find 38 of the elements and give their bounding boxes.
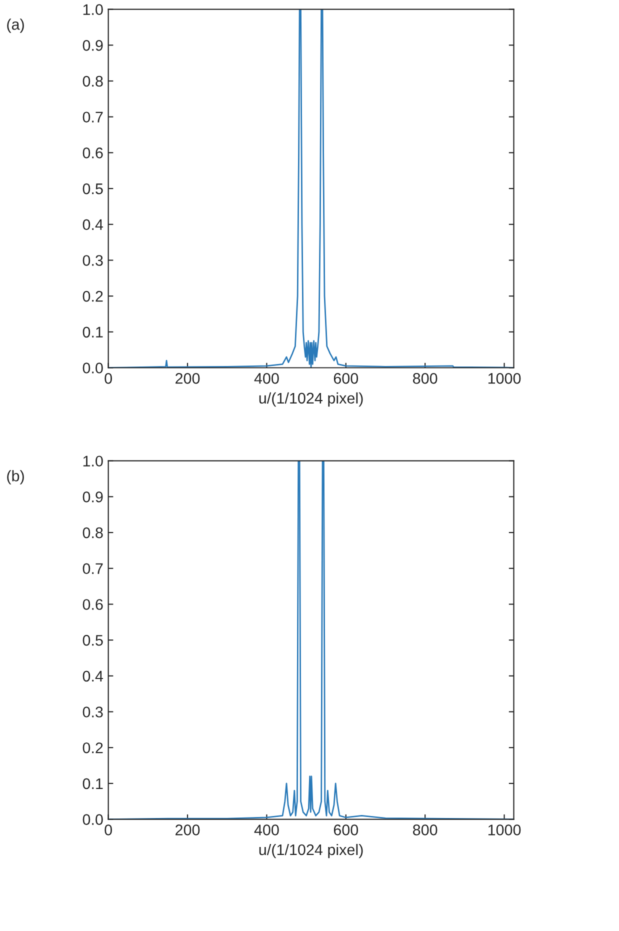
y-tick-label: 0.5	[82, 183, 103, 194]
y-tick-label: 0.0	[82, 814, 103, 825]
y-tick-label: 0.6	[82, 148, 103, 158]
y-tick-label: 0.7	[82, 112, 103, 123]
y-tick-label: 0.7	[82, 563, 103, 574]
y-tick-label: 0.3	[82, 255, 103, 266]
y-tick-label: 1.0	[83, 4, 103, 15]
y-tick-label: 0.0	[82, 362, 103, 374]
y-tick-label: 0.1	[82, 778, 103, 790]
y-tick-label: 0.9	[82, 40, 103, 51]
text: (a)	[7, 18, 24, 33]
y-tick-label: 0.4	[82, 670, 104, 682]
x-tick-label: 1000	[488, 824, 521, 836]
y-tick-label: 0.5	[82, 634, 103, 646]
y-tick-label: 0.4	[82, 219, 104, 230]
y-tick-label: 1.0	[83, 456, 103, 467]
y-tick-label: 0.8	[82, 527, 103, 538]
x-tick-label: 800	[413, 824, 438, 836]
x-tick-label: 200	[176, 824, 200, 836]
y-tick-label: 0.9	[82, 492, 103, 502]
x-tick-label: 0	[104, 824, 112, 836]
y-tick-label: 0.2	[82, 290, 103, 302]
y-tick-label: 0.3	[82, 706, 103, 718]
x-axis-title: u/(1/1024 pixel)	[259, 844, 363, 858]
x-tick-label: 400	[254, 373, 279, 384]
y-tick-label: 0.8	[82, 76, 103, 87]
x-tick-label: 600	[334, 824, 358, 836]
x-tick-label: 400	[254, 824, 279, 836]
text: (b)	[7, 470, 24, 484]
x-tick-label: 0	[104, 373, 112, 384]
y-tick-label: 0.2	[82, 742, 103, 754]
x-tick-label: 1000	[488, 373, 521, 384]
x-tick-label: 600	[334, 373, 358, 384]
y-tick-label: 0.6	[82, 599, 103, 610]
x-axis-title: u/(1/1024 pixel)	[259, 392, 363, 407]
y-tick-label: 0.1	[82, 326, 103, 338]
x-tick-label: 200	[176, 373, 200, 384]
x-tick-label: 800	[413, 373, 438, 384]
